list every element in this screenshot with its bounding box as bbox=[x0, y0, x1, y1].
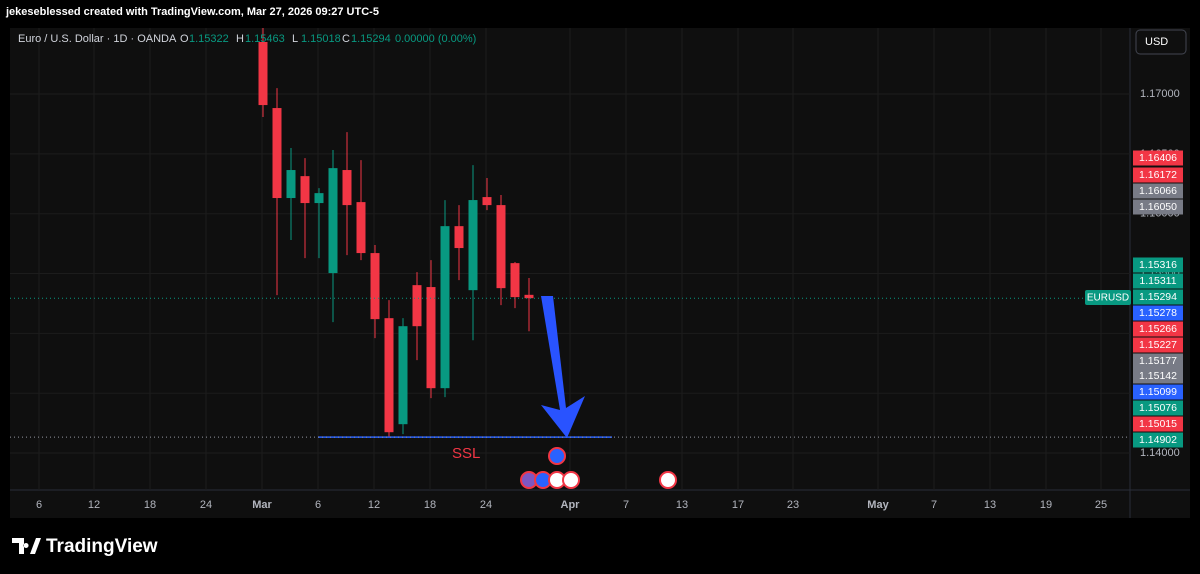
candle-body bbox=[258, 42, 268, 106]
candle-body bbox=[482, 197, 492, 206]
price-badge bbox=[1133, 416, 1183, 432]
x-tick-label: 6 bbox=[315, 499, 321, 511]
candles bbox=[258, 28, 534, 438]
x-tick-label: 24 bbox=[480, 499, 492, 511]
price-badge-label: 1.15316 bbox=[1139, 259, 1177, 271]
candle-body bbox=[454, 226, 464, 249]
candle-body bbox=[356, 202, 366, 254]
symbol: Euro / U.S. Dollar · 1D · OANDA bbox=[18, 33, 177, 45]
legend-key: C bbox=[342, 33, 350, 45]
candle-body bbox=[314, 193, 324, 204]
x-tick-label: 12 bbox=[368, 499, 380, 511]
price-badge bbox=[1133, 384, 1183, 400]
legend-change: 0.00000 (0.00%) bbox=[395, 33, 476, 45]
annotation: SSL bbox=[452, 445, 480, 462]
price-badge-label: 1.15015 bbox=[1139, 418, 1177, 430]
y-tick-label: 1.17000 bbox=[1140, 88, 1180, 100]
price-badge-label: 1.15278 bbox=[1139, 307, 1177, 319]
brand: TradingView bbox=[46, 536, 158, 557]
ticker-tag: EURUSD bbox=[1087, 293, 1129, 304]
price-badge bbox=[1133, 432, 1183, 448]
candle-body bbox=[426, 287, 436, 389]
candle-body bbox=[496, 205, 506, 289]
candle-body bbox=[412, 285, 422, 327]
header-title: jekeseblessed created with TradingView.c… bbox=[5, 6, 379, 18]
x-tick-label: 7 bbox=[931, 499, 937, 511]
candle-body bbox=[272, 108, 282, 199]
price-badge-label: 1.16050 bbox=[1139, 201, 1177, 213]
overlay: Euro / U.S. Dollar · 1D · OANDA O 1.15322 H… bbox=[10, 33, 1183, 448]
price-badge-label: 1.15294 bbox=[1139, 291, 1177, 303]
price-badge bbox=[1133, 400, 1183, 416]
arrow bbox=[541, 296, 585, 438]
legend-value: 1.15294 bbox=[351, 33, 391, 45]
candle-body bbox=[342, 170, 352, 206]
legend-value: 1.15463 bbox=[245, 33, 285, 45]
price-badge-label: 1.16406 bbox=[1139, 152, 1177, 164]
candle-body bbox=[524, 294, 534, 299]
price-badge-label: 1.16172 bbox=[1139, 169, 1177, 181]
time-scale bbox=[10, 490, 1130, 518]
x-tick-label: 18 bbox=[424, 499, 436, 511]
price-badge-label: 1.14902 bbox=[1139, 434, 1177, 446]
x-tick-label: 24 bbox=[200, 499, 212, 511]
y-tick-label: 1.14000 bbox=[1140, 447, 1180, 459]
price-badge-label: 1.15227 bbox=[1139, 339, 1177, 351]
legend-value: 1.15018 bbox=[301, 33, 341, 45]
candle-body bbox=[300, 176, 310, 204]
price-badge bbox=[1133, 273, 1183, 289]
candle-body bbox=[384, 318, 394, 433]
price-badge-label: 1.16066 bbox=[1139, 185, 1177, 197]
currency-button[interactable] bbox=[1135, 29, 1187, 55]
price-badge bbox=[1133, 321, 1183, 337]
price-badge-label: 1.15311 bbox=[1139, 275, 1176, 287]
x-tick-label: 25 bbox=[1095, 499, 1107, 511]
ticker-tag-bg bbox=[1085, 290, 1131, 305]
price-badge bbox=[1133, 183, 1183, 199]
price-badge-label: 1.15099 bbox=[1139, 386, 1177, 398]
x-tick-label: 13 bbox=[676, 499, 688, 511]
candle-body bbox=[286, 170, 296, 199]
x-tick-label: 17 bbox=[732, 499, 744, 511]
candle-body bbox=[440, 226, 450, 389]
price-badge bbox=[1133, 167, 1183, 183]
price-badge bbox=[1133, 337, 1183, 353]
x-tick-label: Apr bbox=[561, 499, 581, 511]
price-badge-label: 1.15177 bbox=[1139, 355, 1177, 367]
candle-body bbox=[468, 200, 478, 291]
legend-key: L bbox=[292, 33, 298, 45]
x-tick-label: 12 bbox=[88, 499, 100, 511]
price-badge bbox=[1133, 199, 1183, 215]
x-tick-label: Mar bbox=[252, 499, 272, 511]
x-tick-label: 23 bbox=[787, 499, 799, 511]
brand-logo bbox=[12, 538, 41, 554]
legend-key: H bbox=[236, 33, 244, 45]
candle-body bbox=[370, 253, 380, 320]
price-badge bbox=[1133, 353, 1183, 369]
events bbox=[520, 447, 677, 489]
x-tick-label: 13 bbox=[984, 499, 996, 511]
legend-value: 1.15322 bbox=[189, 33, 229, 45]
price-badge-label: 1.15266 bbox=[1139, 323, 1177, 335]
legend-key: O bbox=[180, 33, 189, 45]
price-badge-label: 1.15076 bbox=[1139, 402, 1177, 414]
price-badge bbox=[1133, 289, 1183, 305]
x-tick-label: 6 bbox=[36, 499, 42, 511]
x-tick-label: 19 bbox=[1040, 499, 1052, 511]
currency-label[interactable]: USD bbox=[1145, 36, 1168, 48]
price-badge bbox=[1133, 368, 1183, 384]
price-badge bbox=[1133, 257, 1183, 273]
x-tick-label: May bbox=[867, 499, 889, 511]
x-tick-label: 7 bbox=[623, 499, 629, 511]
candle-body bbox=[510, 263, 520, 298]
candle-body bbox=[398, 326, 408, 425]
price-badge bbox=[1133, 305, 1183, 321]
candle-body bbox=[328, 168, 338, 274]
price-badge-label: 1.15142 bbox=[1139, 370, 1177, 382]
price-badge bbox=[1133, 150, 1183, 166]
x-tick-label: 18 bbox=[144, 499, 156, 511]
